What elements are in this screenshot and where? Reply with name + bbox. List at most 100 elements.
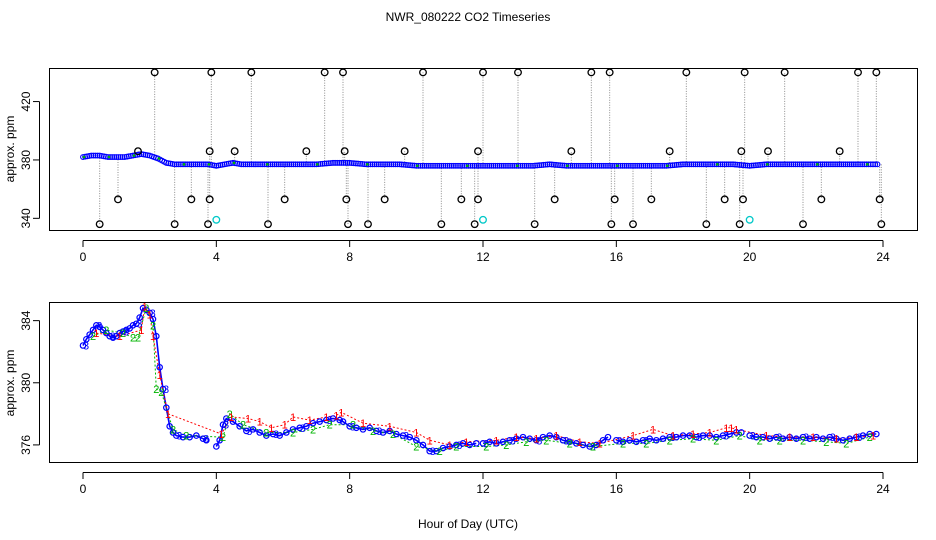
baseline-point [373, 161, 380, 168]
baseline-point [527, 162, 534, 169]
spike-point [720, 195, 729, 204]
baseline-point [194, 161, 201, 168]
baseline-point [852, 161, 859, 168]
baseline-point [613, 162, 620, 169]
baseline-point [288, 161, 295, 168]
series-3-label: 3 [430, 446, 436, 458]
spike-point [339, 68, 347, 77]
baseline-point [748, 162, 755, 169]
series-3-point [493, 440, 500, 447]
series-2-label: 2 [757, 435, 763, 447]
baseline-point [830, 161, 836, 168]
series-3-label: 3 [590, 441, 596, 453]
series-3-point [453, 441, 460, 449]
baseline-point [765, 161, 772, 168]
baseline-point [669, 162, 676, 169]
baseline-point [675, 161, 682, 168]
baseline-point [394, 161, 401, 168]
baseline-point [682, 161, 689, 168]
baseline-point [427, 162, 434, 169]
series-3-point [373, 427, 380, 435]
series-3-point [759, 433, 767, 441]
series-3-label: 3 [616, 435, 622, 447]
series-3-label: 3 [643, 435, 649, 447]
series-2-label: 2 [370, 426, 376, 438]
baseline-point [807, 161, 814, 168]
baseline-point [452, 162, 459, 169]
baseline-point [509, 162, 516, 169]
spike-point [854, 68, 862, 77]
baseline-point [282, 161, 289, 168]
baseline-point [365, 161, 372, 168]
series-3-label: 3 [350, 421, 356, 433]
baseline-point [271, 161, 278, 168]
baseline-point [238, 161, 245, 168]
series-1-label: 1 [597, 438, 603, 450]
spike-point [514, 68, 522, 77]
spike-point [247, 68, 256, 77]
baseline-accent [666, 164, 669, 168]
baseline-point [640, 162, 647, 169]
top-panel: 0 4 8 12 16 20 24 340 380 420 approx. ppm [3, 68, 918, 264]
baseline-point [305, 161, 311, 168]
baseline-point [546, 161, 553, 168]
series-3-point [673, 433, 680, 441]
series-3-point [806, 435, 813, 442]
series-1-label: 1 [323, 412, 329, 424]
line-3-path [215, 417, 477, 452]
baseline-point [834, 161, 841, 168]
baseline-accent [466, 164, 469, 168]
baseline-point [409, 162, 416, 169]
series-3-point [486, 438, 493, 446]
baseline-point [725, 161, 732, 168]
baseline-point [330, 159, 336, 166]
series-3-point [303, 422, 310, 430]
series-3-point [693, 433, 700, 441]
series-1-label: 1 [853, 432, 859, 444]
series-3-point [413, 436, 420, 444]
baseline-point [794, 161, 801, 168]
baseline-point [813, 161, 820, 168]
top-x-tick-label: 8 [346, 250, 353, 264]
baseline-point [107, 154, 114, 160]
baseline-point [380, 161, 386, 168]
series-3-label: 3 [300, 423, 306, 435]
series-3-point [506, 436, 513, 444]
baseline-point [832, 161, 839, 168]
spike-point [187, 195, 196, 204]
baseline-point [709, 161, 716, 168]
series-3-point [139, 304, 147, 312]
baseline-point [780, 161, 786, 168]
baseline-accent [157, 157, 161, 160]
series-3-point [786, 433, 793, 441]
spike-point [320, 68, 329, 77]
baseline-accent [416, 164, 419, 168]
line-3-path [616, 431, 742, 443]
baseline-point [519, 162, 526, 169]
series-1-label: 1 [723, 423, 729, 435]
series-1-label: 1 [553, 431, 559, 443]
series-1-label: 1 [282, 420, 288, 432]
series-2-label: 2 [290, 427, 296, 439]
series-3-point [289, 426, 297, 433]
top-data-points [80, 68, 886, 229]
baseline-point [407, 162, 414, 169]
baseline-point [344, 159, 351, 166]
baseline-point [88, 152, 95, 159]
baseline-point [113, 154, 120, 160]
baseline-point [334, 159, 341, 166]
line-3-path [749, 433, 877, 442]
baseline-point [505, 162, 511, 169]
bottom-series-lines [82, 305, 877, 452]
bottom-plot-frame [49, 302, 918, 463]
baseline-point [744, 162, 751, 169]
baseline-point [755, 162, 761, 169]
baseline-accent [207, 163, 211, 166]
baseline-point [413, 162, 420, 169]
series-1-label: 1 [650, 424, 656, 436]
spike-point [647, 195, 656, 204]
baseline-point [325, 160, 332, 167]
series-2-label: 2 [843, 438, 849, 450]
